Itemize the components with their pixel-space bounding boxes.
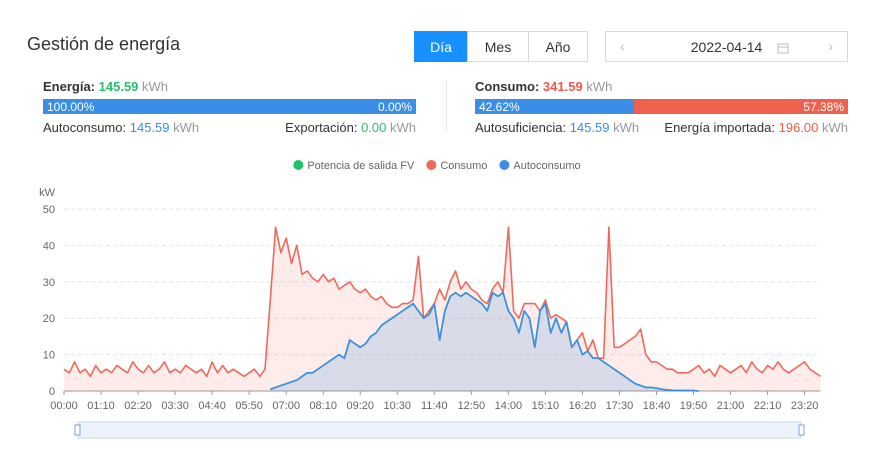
x-tick-label: 09:20 bbox=[346, 400, 374, 412]
summary-head: Consumo: 341.59 kWh bbox=[475, 79, 848, 94]
share-bar: 42.62% 57.38% bbox=[475, 99, 848, 114]
x-tick-label: 14:00 bbox=[495, 400, 523, 412]
x-tick-label: 18:40 bbox=[643, 400, 671, 412]
x-tick-label: 17:30 bbox=[606, 400, 634, 412]
prev-arrow[interactable]: ‹ bbox=[620, 38, 625, 54]
chart: kW 0 10 20 30 40 50 00:00 01:10 02:20 03:30 04:40 05… bbox=[39, 160, 821, 439]
share-label: 42.62% bbox=[479, 100, 520, 114]
item: Energía importada: 196.00 kWh bbox=[664, 120, 848, 135]
x-tick-label: 04:40 bbox=[198, 400, 226, 412]
summary-head: Energía: 145.59 kWh bbox=[43, 79, 416, 94]
legend-marker bbox=[499, 160, 510, 170]
unit: kWh bbox=[586, 79, 613, 94]
unit: kWh bbox=[822, 120, 848, 135]
item: Autosuficiencia: 145.59 kWh bbox=[475, 120, 639, 135]
share-label: 0.00% bbox=[377, 100, 412, 114]
share-bar: 100.00% 0.00% bbox=[43, 99, 416, 114]
x-tick-label: 08:10 bbox=[309, 400, 337, 412]
value: 341.59 bbox=[542, 79, 583, 94]
x-tick-label: 23:20 bbox=[791, 400, 819, 412]
zoom-handle[interactable] bbox=[74, 424, 81, 436]
x-tick-label: 03:30 bbox=[161, 400, 189, 412]
x-tick-label: 00:00 bbox=[50, 400, 78, 412]
series-area bbox=[270, 292, 699, 391]
label: Consumo: bbox=[475, 79, 540, 94]
unit: kWh bbox=[390, 120, 416, 135]
series-area bbox=[64, 227, 821, 391]
series-line bbox=[63, 226, 821, 378]
y-tick-label: 10 bbox=[43, 350, 55, 362]
x-tick-label: 01:10 bbox=[87, 400, 115, 412]
x-tick-label: 12:50 bbox=[458, 400, 486, 412]
zoom-slider[interactable] bbox=[77, 421, 802, 439]
generation-summary: Energía: 145.59 kWh 100.00% 0.00% Autoco… bbox=[43, 79, 416, 135]
label: Energía importada: bbox=[664, 120, 775, 135]
x-tick-label: 11:40 bbox=[421, 400, 448, 412]
y-tick-label: 50 bbox=[43, 204, 55, 216]
value: 145.59 bbox=[129, 120, 170, 135]
share-segment bbox=[633, 99, 848, 114]
y-tick-label: 30 bbox=[43, 277, 55, 289]
item: Autoconsumo: 145.59 kWh bbox=[43, 120, 199, 135]
x-tick-label: 07:00 bbox=[272, 400, 300, 412]
share-label: 57.38% bbox=[803, 100, 844, 114]
legend-marker bbox=[426, 160, 437, 170]
tab[interactable]: Año bbox=[528, 31, 588, 62]
summary-items: Autosuficiencia: 145.59 kWh Energía impo… bbox=[475, 120, 848, 135]
legend-marker bbox=[293, 160, 304, 170]
x-tick-label: 15:10 bbox=[532, 400, 560, 412]
unit: kWh bbox=[173, 120, 200, 135]
divider bbox=[446, 80, 447, 132]
item: Exportación: 0.00 kWh bbox=[285, 120, 416, 135]
label: Energía: bbox=[43, 79, 96, 94]
x-tick-label: 19:50 bbox=[680, 400, 708, 412]
y-tick-label: 40 bbox=[43, 240, 55, 252]
label: Autosuficiencia: bbox=[475, 120, 567, 135]
series-line bbox=[270, 291, 699, 392]
tab[interactable]: Mes bbox=[467, 31, 529, 62]
legend-label: Autoconsumo bbox=[513, 160, 580, 172]
legend: Potencia de salida FV Consumo Autoconsumo bbox=[293, 160, 581, 172]
consumption-summary: Consumo: 341.59 kWh 42.62% 57.38% Autosu… bbox=[475, 79, 848, 135]
value: 0.00 bbox=[361, 120, 387, 135]
legend-label: Potencia de salida FV bbox=[307, 160, 415, 172]
y-tick-label: 0 bbox=[49, 386, 55, 398]
y-tick-label: 20 bbox=[43, 313, 55, 325]
x-tick-label: 22:10 bbox=[754, 400, 782, 412]
x-tick-label: 10:30 bbox=[384, 400, 412, 412]
legend-label: Consumo bbox=[440, 160, 487, 172]
x-tick-label: 21:00 bbox=[717, 400, 745, 412]
date-picker[interactable]: ‹ 2022-04-14 › bbox=[605, 31, 848, 62]
next-arrow[interactable]: › bbox=[828, 38, 833, 54]
date-value: 2022-04-14 bbox=[690, 38, 763, 55]
label: Exportación: bbox=[285, 120, 358, 135]
zoom-handle[interactable] bbox=[798, 424, 805, 436]
period-tabs: Día Mes Año bbox=[414, 31, 588, 62]
calendar-icon bbox=[777, 43, 789, 54]
value: 196.00 bbox=[778, 120, 819, 135]
x-tick-label: 02:20 bbox=[124, 400, 152, 412]
x-tick-label: 16:20 bbox=[569, 400, 597, 412]
share-label: 100.00% bbox=[47, 100, 95, 114]
tab[interactable]: Día bbox=[414, 31, 468, 62]
x-tick-label: 05:50 bbox=[235, 400, 263, 412]
unit: kWh bbox=[613, 120, 640, 135]
label: Autoconsumo: bbox=[43, 120, 127, 135]
share-segment bbox=[475, 99, 634, 114]
summary-items: Autoconsumo: 145.59 kWh Exportación: 0.0… bbox=[43, 120, 416, 135]
unit: kWh bbox=[142, 79, 169, 94]
y-axis-label: kW bbox=[39, 187, 56, 199]
value: 145.59 bbox=[98, 79, 139, 94]
page-title: Gestión de energía bbox=[27, 34, 181, 54]
value: 145.59 bbox=[569, 120, 610, 135]
share-segment bbox=[43, 99, 416, 114]
